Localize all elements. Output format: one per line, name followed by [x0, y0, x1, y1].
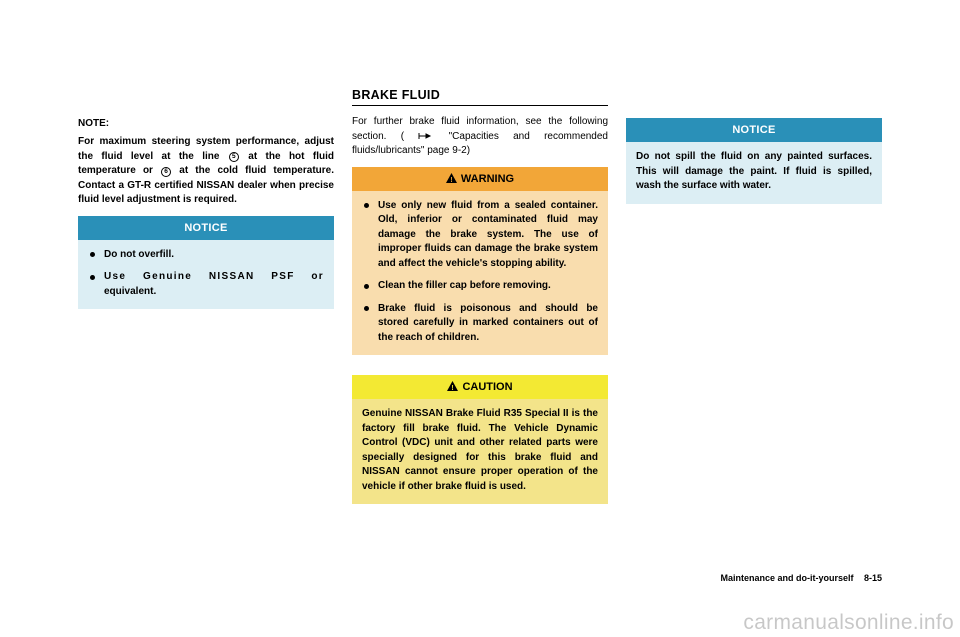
warning-header: ! WARNING [352, 167, 608, 191]
note-label: NOTE: [78, 118, 334, 129]
section-heading-brake-fluid: BRAKE FLUID [352, 88, 608, 106]
list-item: Do not overfill. [88, 248, 324, 263]
caution-header: ! CAUTION [352, 375, 608, 399]
notice-header: NOTICE [626, 118, 882, 142]
page-footer: Maintenance and do-it-yourself 8-15 [720, 573, 882, 583]
caution-triangle-icon: ! [447, 381, 458, 391]
caution-text: Genuine NISSAN Brake Fluid R35 Special I… [362, 407, 598, 494]
list-item: Brake fluid is poisonous and should be s… [362, 302, 598, 346]
column-right: NOTICE Do not spill the fluid on any pai… [626, 88, 882, 598]
notice-header: NOTICE [78, 216, 334, 240]
notice-box-spill: NOTICE Do not spill the fluid on any pai… [626, 118, 882, 204]
footer-page-number: 8-15 [864, 573, 882, 583]
list-item: Use Genuine NISSAN PSF or equivalent. [88, 270, 324, 299]
circled-5-icon: 5 [229, 152, 239, 162]
warning-header-text: WARNING [461, 173, 514, 185]
list-item: Clean the filler cap before removing. [362, 279, 598, 294]
warning-triangle-icon: ! [446, 173, 457, 183]
caution-body: Genuine NISSAN Brake Fluid R35 Special I… [352, 399, 608, 504]
note-body: For maximum steering system performance,… [78, 135, 334, 208]
warning-body: Use only new fluid from a sealed contain… [352, 191, 608, 356]
notice-body: Do not spill the fluid on any painted su… [626, 142, 882, 204]
reference-hand-icon [418, 131, 432, 141]
brake-fluid-intro: For further brake fluid information, see… [352, 115, 608, 159]
caution-box: ! CAUTION Genuine NISSAN Brake Fluid R35… [352, 375, 608, 504]
column-left: NOTE: For maximum steering system perfor… [78, 88, 334, 598]
watermark-text: carmanualsonline.info [743, 611, 954, 635]
manual-page: NOTE: For maximum steering system perfor… [78, 88, 882, 598]
circled-6-icon: 6 [161, 167, 171, 177]
spacer [352, 367, 608, 375]
warning-list: Use only new fluid from a sealed contain… [362, 199, 598, 346]
notice-box-steering: NOTICE Do not overfill. Use Genuine NISSA… [78, 216, 334, 310]
notice-body: Do not overfill. Use Genuine NISSAN PSF o… [78, 240, 334, 310]
footer-section: Maintenance and do-it-yourself [720, 573, 853, 583]
notice-list: Do not overfill. Use Genuine NISSAN PSF o… [88, 248, 324, 300]
svg-text:!: ! [450, 177, 452, 183]
list-item: Use only new fluid from a sealed contain… [362, 199, 598, 272]
caution-header-text: CAUTION [462, 381, 512, 393]
column-center: BRAKE FLUID For further brake fluid info… [352, 88, 608, 598]
svg-text:!: ! [452, 385, 454, 391]
warning-box: ! WARNING Use only new fluid from a seal… [352, 167, 608, 356]
notice-text: Do not spill the fluid on any painted su… [636, 150, 872, 194]
